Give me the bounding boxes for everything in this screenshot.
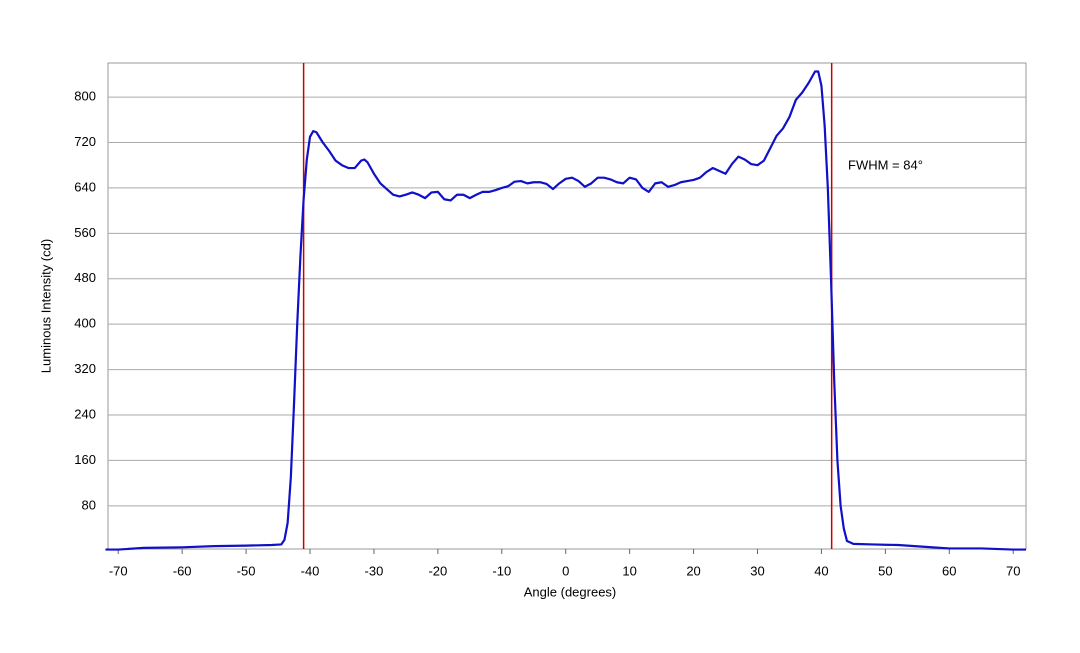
x-tick-label: -20	[428, 563, 447, 578]
annotation: FWHM = 84°	[848, 157, 923, 172]
x-tick-label: 20	[686, 563, 700, 578]
x-tick-label: -60	[173, 563, 192, 578]
x-axis-label: Angle (degrees)	[524, 584, 617, 599]
data-line	[105, 70, 1026, 551]
x-tick-label: -30	[365, 563, 384, 578]
y-tick-label: 720	[74, 134, 96, 149]
x-tick-label: 70	[1006, 563, 1020, 578]
y-tick-label: 240	[74, 406, 96, 421]
x-tick-label: 50	[878, 563, 892, 578]
plot-area	[107, 62, 1027, 550]
x-tick-label: 30	[750, 563, 764, 578]
y-axis-label: Luminous Intensity (cd)	[38, 239, 53, 373]
y-tick-label: 400	[74, 316, 96, 331]
y-tick-label: 640	[74, 179, 96, 194]
x-tick-label: 40	[814, 563, 828, 578]
y-tick-label: 800	[74, 89, 96, 104]
x-tick-label: 0	[562, 563, 569, 578]
y-tick-label: 560	[74, 225, 96, 240]
y-tick-label: 160	[74, 452, 96, 467]
x-tick-label: -50	[237, 563, 256, 578]
y-tick-label: 480	[74, 270, 96, 285]
x-tick-label: -40	[301, 563, 320, 578]
x-tick-label: 60	[942, 563, 956, 578]
x-tick-label: -10	[492, 563, 511, 578]
y-tick-label: 80	[82, 497, 96, 512]
x-tick-label: 10	[622, 563, 636, 578]
y-tick-label: 320	[74, 361, 96, 376]
x-tick-label: -70	[109, 563, 128, 578]
